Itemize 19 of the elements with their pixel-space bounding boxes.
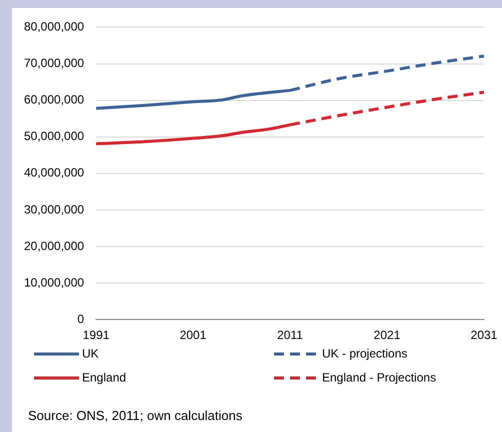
y-tick-label: 60,000,000 [24, 92, 84, 107]
y-tick-label: 40,000,000 [24, 166, 84, 180]
x-tick-label: 1991 [82, 328, 110, 342]
y-tick-label: 30,000,000 [24, 202, 84, 216]
legend-label: England - Projections [322, 370, 436, 384]
y-tick-label: 80,000,000 [24, 20, 84, 34]
x-tick-label: 2031 [470, 328, 498, 342]
y-tick-label: 10,000,000 [24, 275, 84, 290]
y-tick-label: 50,000,000 [24, 129, 84, 144]
y-tick-label: 20,000,000 [24, 238, 84, 253]
y-tick-label: 0 [77, 312, 84, 326]
x-tick-label: 2011 [277, 328, 304, 342]
source-note: Source: ONS, 2011; own calculations [28, 408, 242, 423]
legend-label: UK - projections [322, 346, 408, 360]
x-tick-label: 2021 [374, 328, 401, 342]
y-tick-label: 70,000,000 [24, 56, 84, 70]
x-tick-label: 2001 [180, 328, 207, 342]
legend-label: UK [82, 346, 99, 360]
legend-label: England [82, 370, 126, 384]
